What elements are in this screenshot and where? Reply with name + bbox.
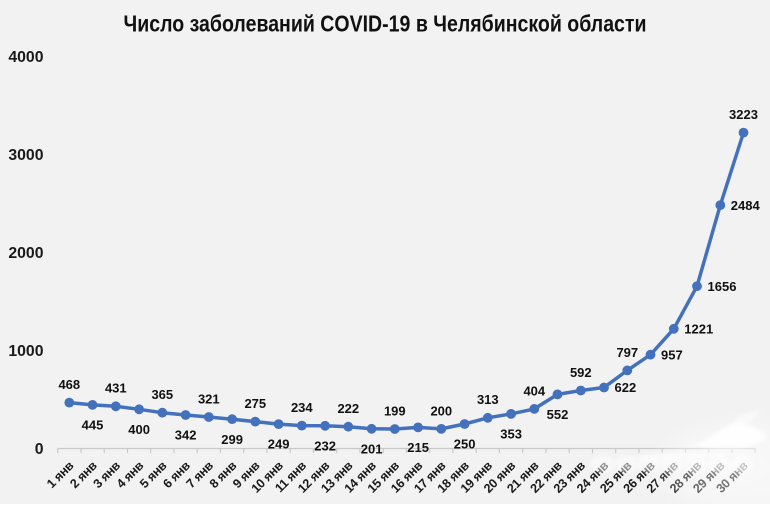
svg-text:431: 431 xyxy=(105,381,127,396)
svg-text:404: 404 xyxy=(523,383,545,398)
svg-text:222: 222 xyxy=(337,401,359,416)
svg-text:234: 234 xyxy=(291,400,313,415)
svg-text:Число заболеваний COVID-19 в Ч: Число заболеваний COVID-19 в Челябинской… xyxy=(124,11,647,37)
svg-text:200: 200 xyxy=(430,403,452,418)
svg-text:201: 201 xyxy=(361,441,383,456)
svg-text:592: 592 xyxy=(570,365,592,380)
svg-text:552: 552 xyxy=(547,407,569,422)
svg-text:299: 299 xyxy=(221,432,243,447)
svg-text:622: 622 xyxy=(615,380,637,395)
svg-text:2484: 2484 xyxy=(731,198,761,213)
svg-text:1000: 1000 xyxy=(8,343,43,360)
svg-text:445: 445 xyxy=(82,418,104,433)
svg-text:321: 321 xyxy=(198,391,220,406)
svg-text:400: 400 xyxy=(128,422,150,437)
svg-text:957: 957 xyxy=(661,347,683,362)
svg-text:353: 353 xyxy=(500,427,522,442)
svg-text:3000: 3000 xyxy=(8,147,43,164)
svg-text:275: 275 xyxy=(244,396,266,411)
svg-text:313: 313 xyxy=(477,392,499,407)
svg-text:4000: 4000 xyxy=(8,49,43,66)
svg-text:249: 249 xyxy=(268,437,290,452)
svg-text:1221: 1221 xyxy=(684,322,713,337)
svg-text:468: 468 xyxy=(58,377,80,392)
svg-text:3223: 3223 xyxy=(729,107,758,122)
svg-text:342: 342 xyxy=(175,428,197,443)
svg-text:0: 0 xyxy=(35,441,44,458)
svg-text:797: 797 xyxy=(616,345,638,360)
svg-text:199: 199 xyxy=(384,403,406,418)
svg-text:2000: 2000 xyxy=(8,245,43,262)
svg-text:232: 232 xyxy=(314,438,336,453)
svg-text:1656: 1656 xyxy=(708,279,737,294)
svg-text:250: 250 xyxy=(454,437,476,452)
svg-text:365: 365 xyxy=(151,387,173,402)
svg-text:215: 215 xyxy=(407,440,429,455)
